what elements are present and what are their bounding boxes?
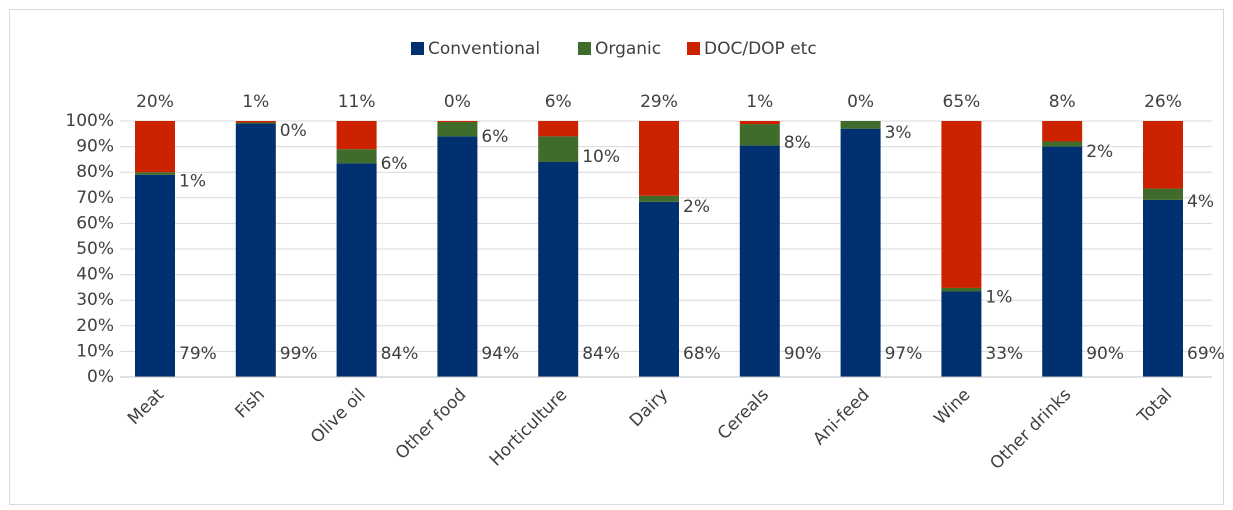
data-label: 1% xyxy=(746,92,773,112)
y-tick-label: 70% xyxy=(76,188,114,208)
y-tick-label: 0% xyxy=(87,367,114,387)
data-label: 11% xyxy=(338,92,376,112)
bar-segment xyxy=(235,122,276,124)
bar-segment xyxy=(437,122,478,137)
data-label: 0% xyxy=(444,92,471,112)
bar-segment xyxy=(1143,199,1183,377)
data-label: 90% xyxy=(784,344,822,364)
data-label: 6% xyxy=(481,127,508,147)
data-label: 84% xyxy=(381,344,419,364)
bar-segment xyxy=(135,172,175,175)
y-tick-label: 100% xyxy=(65,111,114,131)
legend-label: Conventional xyxy=(428,39,540,59)
data-label: 94% xyxy=(481,344,519,364)
data-label: 8% xyxy=(784,133,811,153)
data-label: 10% xyxy=(582,147,620,167)
y-tick-label: 30% xyxy=(76,290,114,310)
bar-segment xyxy=(739,121,780,125)
bar-segment xyxy=(840,121,881,129)
y-tick-label: 80% xyxy=(76,162,114,182)
data-label: 90% xyxy=(1086,344,1124,364)
bar-segment xyxy=(135,121,175,173)
data-label: 20% xyxy=(136,92,174,112)
bar-segment xyxy=(739,124,780,146)
bar-segment xyxy=(1042,146,1083,377)
data-label: 8% xyxy=(1049,92,1076,112)
bar-segment xyxy=(739,145,780,377)
bar-segment xyxy=(941,121,982,288)
data-label: 6% xyxy=(545,92,572,112)
data-label: 1% xyxy=(985,288,1012,308)
y-tick-label: 10% xyxy=(76,341,114,361)
data-label: 2% xyxy=(683,197,710,217)
data-label: 0% xyxy=(847,92,874,112)
bar-segment xyxy=(941,287,982,292)
bar-segment xyxy=(538,136,579,162)
data-label: 0% xyxy=(280,121,307,141)
bar-segment xyxy=(235,121,276,123)
legend-label: Organic xyxy=(595,39,661,59)
bar-segment xyxy=(437,121,478,123)
chart-frame xyxy=(9,9,1224,505)
bar-segment xyxy=(1143,121,1183,189)
data-label: 79% xyxy=(179,344,217,364)
bar-segment xyxy=(135,174,175,377)
bar-segment xyxy=(235,123,276,377)
bar-segment xyxy=(336,149,377,164)
legend-label: DOC/DOP etc xyxy=(704,39,817,59)
bar-segment xyxy=(941,291,982,377)
data-label: 3% xyxy=(885,123,912,143)
data-label: 69% xyxy=(1187,344,1225,364)
data-label: 26% xyxy=(1144,92,1182,112)
data-label: 99% xyxy=(280,344,318,364)
bar-segment xyxy=(639,195,679,202)
bar-segment xyxy=(538,121,579,137)
data-label: 1% xyxy=(242,92,269,112)
bar-segment xyxy=(538,161,579,377)
data-label: 29% xyxy=(640,92,678,112)
bar-segment xyxy=(1042,141,1083,147)
bar-segment xyxy=(336,163,377,377)
y-tick-label: 20% xyxy=(76,316,114,336)
data-label: 2% xyxy=(1086,142,1113,162)
data-label: 6% xyxy=(381,154,408,174)
data-label: 68% xyxy=(683,344,721,364)
data-label: 33% xyxy=(985,344,1023,364)
bar-segment xyxy=(1042,121,1083,142)
data-label: 4% xyxy=(1187,192,1214,212)
legend-swatch xyxy=(578,42,591,55)
data-label: 1% xyxy=(179,171,206,191)
data-label: 97% xyxy=(885,344,923,364)
bar-segment xyxy=(437,136,478,377)
y-tick-label: 50% xyxy=(76,239,114,259)
legend-swatch xyxy=(411,42,424,55)
bar-segment xyxy=(639,201,679,377)
y-tick-label: 40% xyxy=(76,265,114,285)
bar-segment xyxy=(336,121,377,150)
y-tick-label: 60% xyxy=(76,213,114,233)
data-label: 65% xyxy=(943,92,981,112)
legend-swatch xyxy=(687,42,700,55)
bar-segment xyxy=(1143,188,1183,200)
y-tick-label: 90% xyxy=(76,137,114,157)
bar-segment xyxy=(639,121,679,196)
bar-segment xyxy=(840,128,881,377)
data-label: 84% xyxy=(582,344,620,364)
